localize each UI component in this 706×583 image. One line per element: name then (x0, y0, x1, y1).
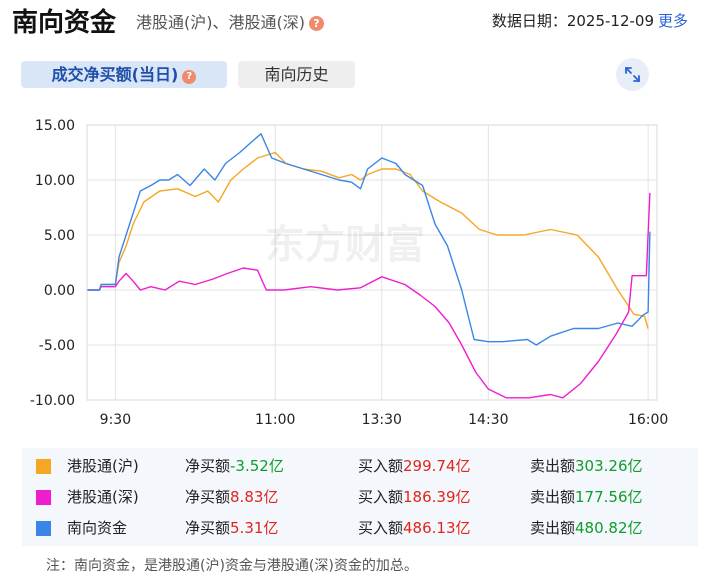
buy-value: 186.39亿 (403, 488, 471, 506)
line-chart: 东方财富 15.00 10.00 5.00 0.00 -5.00 -10.00 9:30 11… (30, 118, 668, 428)
net-buy-label: 净买额 (185, 488, 231, 506)
page-title: 南向资金 (12, 8, 117, 38)
net-buy-value: -3.52亿 (230, 457, 284, 475)
y-tick-label: 5.00 (44, 228, 75, 244)
legend-row-total: 南向资金 净买额5.31亿 买入额486.13亿 卖出额480.82亿 (22, 513, 698, 543)
x-tick-label: 9:30 (100, 412, 131, 428)
footnote: 注：南向资金，是港股通(沪)资金与港股通(深)资金的加总。 (46, 558, 418, 574)
series-line-3 (87, 133, 651, 346)
sell-label: 卖出额 (530, 519, 576, 537)
buy-value: 486.13亿 (403, 519, 471, 537)
watermark-text: 东方财富 (265, 222, 425, 268)
sell-amount: 卖出额480.82亿 (530, 513, 643, 543)
sell-label: 卖出额 (530, 488, 576, 506)
sell-amount: 卖出额303.26亿 (530, 451, 643, 481)
legend-swatch (36, 459, 51, 474)
sell-amount: 卖出额177.56亿 (530, 482, 643, 512)
header: 南向资金 港股通(沪)、港股通(深)? 数据日期：2025-12-09 更多 (12, 6, 696, 40)
legend-row-sz: 港股通(深) 净买额8.83亿 买入额186.39亿 卖出额177.56亿 (22, 482, 698, 512)
sell-label: 卖出额 (530, 457, 576, 475)
plot-border (86, 124, 658, 401)
buy-label: 买入额 (358, 519, 404, 537)
y-tick-label: 15.00 (35, 118, 75, 134)
data-date-label: 数据日期：2025-12-09 (491, 12, 654, 30)
tab-label: 成交净买额(当日) (51, 65, 179, 84)
legend-swatch (36, 521, 51, 536)
watermark: 东方财富 (265, 222, 425, 268)
y-tick-label: 10.00 (35, 173, 75, 189)
net-buy-value: 5.31亿 (230, 519, 279, 537)
legend-name: 南向资金 (67, 519, 128, 537)
sell-value: 480.82亿 (575, 519, 643, 537)
net-buy: 净买额8.83亿 (185, 482, 278, 512)
y-tick-label: -10.00 (30, 393, 75, 409)
net-buy-label: 净买额 (185, 519, 231, 537)
buy-amount: 买入额486.13亿 (358, 513, 471, 543)
buy-value: 299.74亿 (403, 457, 471, 475)
series-line-1 (87, 151, 649, 329)
y-tick-label: 0.00 (44, 283, 75, 299)
expand-button[interactable] (616, 58, 649, 91)
buy-amount: 买入额186.39亿 (358, 482, 471, 512)
legend-name: 港股通(沪) (67, 457, 139, 475)
buy-label: 买入额 (358, 488, 404, 506)
more-link[interactable]: 更多 (657, 12, 688, 30)
page-subtitle: 港股通(沪)、港股通(深)? (136, 6, 324, 40)
legend-name: 港股通(深) (67, 488, 139, 506)
sell-value: 303.26亿 (575, 457, 643, 475)
net-buy: 净买额-3.52亿 (185, 451, 284, 481)
net-buy: 净买额5.31亿 (185, 513, 278, 543)
tab-southbound-history[interactable]: 南向历史 (238, 61, 355, 88)
legend: 港股通(沪) 净买额-3.52亿 买入额299.74亿 卖出额303.26亿 港… (22, 448, 698, 546)
x-tick-label: 13:30 (362, 412, 402, 428)
help-icon[interactable]: ? (182, 70, 197, 84)
x-tick-label: 11:00 (255, 412, 295, 428)
sell-value: 177.56亿 (575, 488, 643, 506)
x-tick-label: 16:00 (628, 412, 668, 428)
tab-daily-net-buy[interactable]: 成交净买额(当日)? (21, 61, 227, 88)
y-tick-label: -5.00 (39, 338, 75, 354)
subtitle-text: 港股通(沪)、港股通(深) (136, 13, 305, 32)
legend-swatch (36, 490, 51, 505)
buy-label: 买入额 (358, 457, 404, 475)
net-buy-value: 8.83亿 (230, 488, 279, 506)
tab-label: 南向历史 (264, 65, 329, 84)
help-icon[interactable]: ? (308, 16, 324, 31)
series-line-2 (87, 192, 651, 399)
net-buy-label: 净买额 (185, 457, 231, 475)
x-tick-label: 14:30 (468, 412, 508, 428)
buy-amount: 买入额299.74亿 (358, 451, 471, 481)
expand-icon (625, 67, 640, 82)
legend-row-sh: 港股通(沪) 净买额-3.52亿 买入额299.74亿 卖出额303.26亿 (22, 451, 698, 481)
